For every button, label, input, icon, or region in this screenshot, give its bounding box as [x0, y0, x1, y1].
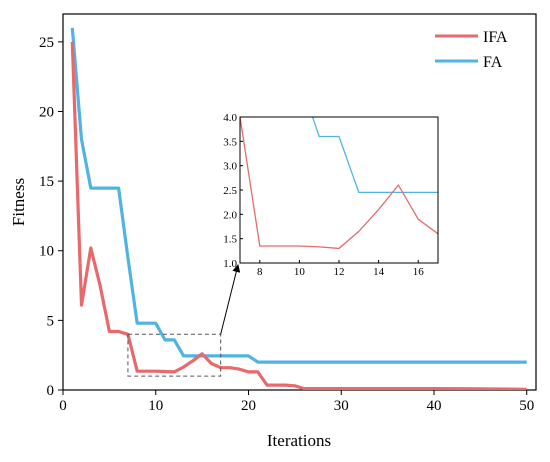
inset-y-tick-label: 3.5 — [223, 136, 237, 148]
inset-x-tick-label: 10 — [294, 266, 306, 278]
inset-y-tick-label: 1.5 — [223, 234, 237, 246]
inset-y-tick-label: 2.5 — [223, 185, 237, 197]
x-tick-label: 50 — [519, 398, 534, 414]
inset-series-lines — [240, 117, 438, 250]
inset-x-tick-label: 14 — [373, 266, 385, 278]
x-tick-label: 0 — [59, 398, 67, 414]
inset-y-tick-label: 2.0 — [223, 209, 237, 221]
inset-series-line-ifa — [240, 117, 438, 250]
y-tick-label: 5 — [47, 313, 55, 329]
main-series-lines — [70, 27, 527, 390]
legend-label-fa: FA — [483, 54, 503, 71]
inset-y-tick-label: 1.0 — [223, 258, 237, 270]
inset-x-tick-label: 8 — [257, 266, 263, 278]
x-tick-label: 20 — [241, 398, 256, 414]
inset-axis-ticks: 8 10 12 14 16 1.0 1.5 2.0 2.5 3.0 3.5 4.0 — [223, 112, 424, 278]
y-tick-label: 25 — [39, 35, 54, 51]
y-tick-label: 20 — [39, 104, 54, 120]
legend-label-ifa: IFA — [483, 29, 508, 46]
y-tick-label: 0 — [47, 383, 55, 399]
y-axis-title: Fitness — [9, 178, 28, 226]
main-axis-ticks: 0 10 20 30 40 50 0 5 10 15 20 25 — [39, 35, 534, 414]
x-axis-title: Iterations — [267, 431, 331, 450]
legend: IFA FA — [435, 29, 508, 71]
zoom-arrow — [220, 264, 241, 335]
x-tick-label: 40 — [426, 398, 441, 414]
x-tick-label: 10 — [148, 398, 163, 414]
x-tick-label: 30 — [334, 398, 349, 414]
zoom-region-box — [127, 333, 222, 377]
inset-x-tick-label: 16 — [413, 266, 425, 278]
inset-background — [240, 117, 438, 263]
inset-y-tick-label: 4.0 — [223, 112, 237, 124]
main-plot-frame — [62, 13, 537, 391]
inset-x-tick-label: 12 — [334, 266, 345, 278]
y-tick-label: 15 — [39, 174, 54, 190]
series-line-ifa — [70, 41, 527, 390]
y-tick-label: 10 — [39, 244, 54, 260]
inset-y-tick-label: 3.0 — [223, 161, 237, 173]
inset-series-line-fa — [311, 117, 438, 194]
